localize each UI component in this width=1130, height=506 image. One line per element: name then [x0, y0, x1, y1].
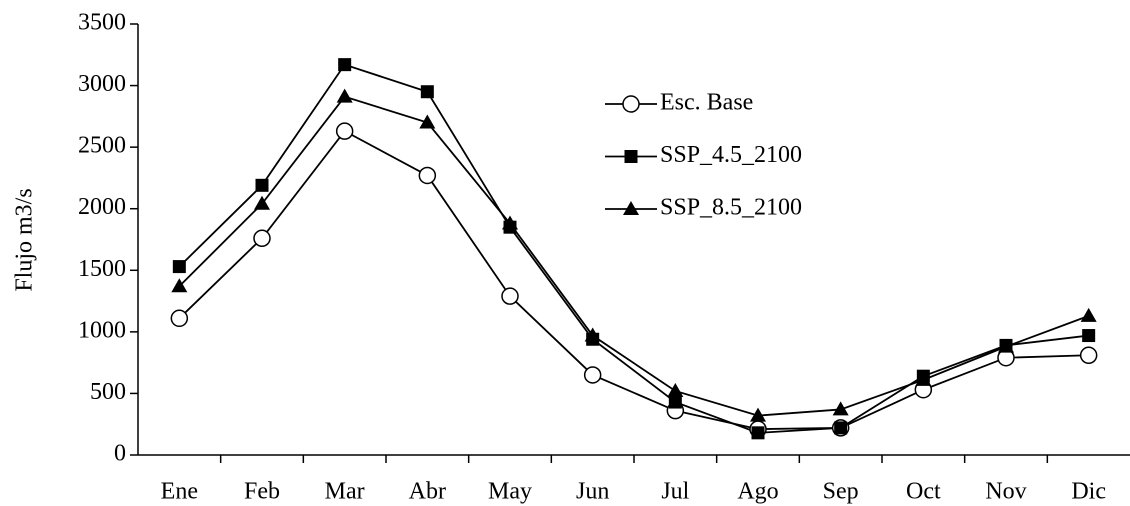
data-point — [750, 407, 766, 422]
data-point — [172, 260, 186, 274]
x-tick-label: Oct — [906, 479, 941, 505]
x-tick-label: Nov — [985, 479, 1026, 505]
x-tick-label: Ago — [737, 479, 778, 505]
y-tick-label: 500 — [90, 379, 126, 405]
data-point — [419, 114, 436, 129]
series-line — [178, 95, 1089, 417]
data-point — [583, 366, 602, 384]
y-tick-label: 1000 — [78, 317, 126, 343]
x-tick-label: Sep — [823, 479, 859, 505]
x-tick-label: Abr — [409, 479, 446, 505]
y-axis-label: Flujo m3/s — [12, 188, 38, 291]
legend-marker — [624, 150, 638, 163]
data-point — [584, 327, 601, 342]
data-point — [502, 215, 518, 230]
y-tick-label: 3000 — [78, 71, 126, 97]
data-point — [1080, 307, 1097, 322]
data-point — [335, 122, 354, 140]
data-point — [338, 58, 352, 72]
y-tick-label: 1500 — [78, 256, 126, 282]
x-tick-label: Ene — [161, 479, 198, 505]
data-point — [751, 426, 765, 440]
data-point — [832, 401, 849, 416]
x-tick-label: Dic — [1071, 479, 1106, 505]
x-tick-label: Mar — [325, 479, 365, 505]
data-point — [170, 309, 189, 328]
data-point — [255, 178, 269, 192]
data-point — [501, 287, 519, 305]
data-point — [254, 195, 270, 210]
series-line — [178, 63, 1089, 434]
y-tick-label: 2000 — [78, 194, 126, 220]
data-point — [668, 395, 682, 409]
legend-label: SSP_8.5_2100 — [660, 195, 802, 221]
x-tick-label: Jul — [661, 479, 689, 505]
data-point — [998, 338, 1014, 353]
legend-marker — [622, 95, 640, 113]
legend-label: Esc. Base — [660, 90, 753, 116]
data-point — [420, 85, 434, 99]
data-point — [171, 278, 188, 293]
data-point — [1082, 329, 1096, 343]
data-point — [1079, 346, 1098, 365]
x-tick-label: Feb — [244, 479, 280, 505]
x-tick-label: May — [488, 479, 532, 505]
data-point — [253, 229, 271, 248]
y-tick-label: 3500 — [78, 10, 126, 36]
y-tick-label: 2500 — [78, 133, 126, 159]
legend-marker — [623, 201, 639, 215]
data-point — [834, 421, 848, 435]
series-line — [178, 129, 1089, 431]
y-tick-label: 0 — [114, 441, 126, 467]
data-point — [667, 382, 684, 397]
data-point — [336, 88, 353, 103]
data-point — [915, 371, 932, 386]
legend-label: SSP_4.5_2100 — [660, 142, 802, 168]
x-tick-label: Jun — [576, 479, 609, 505]
data-point — [418, 166, 437, 185]
